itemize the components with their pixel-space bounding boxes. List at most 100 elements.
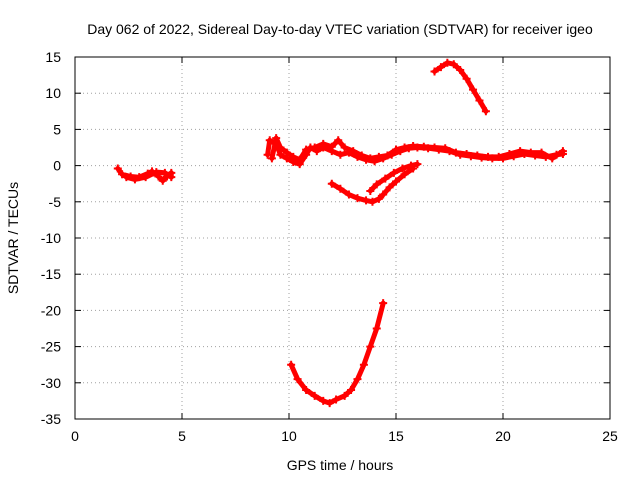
data-point <box>372 324 381 333</box>
data-point <box>295 155 304 164</box>
data-point <box>353 375 362 384</box>
data-point <box>451 148 460 157</box>
y-tick-label: -15 <box>41 266 61 282</box>
x-tick-label: 0 <box>71 428 79 444</box>
data-point <box>276 150 285 159</box>
y-tick-label: -35 <box>41 411 61 427</box>
data-point <box>381 174 390 183</box>
data-point <box>353 194 362 203</box>
data-point <box>158 176 167 185</box>
data-point <box>475 96 484 105</box>
y-tick-label: 5 <box>53 121 61 137</box>
data-point <box>336 184 345 193</box>
data-point <box>276 143 285 152</box>
data-point <box>419 142 428 151</box>
data-point <box>383 151 392 160</box>
data-point <box>349 147 358 156</box>
data-point <box>462 150 471 159</box>
data-point <box>118 170 127 179</box>
data-point <box>385 183 394 192</box>
data-point <box>357 151 366 160</box>
data-point <box>409 142 418 151</box>
x-tick-label: 5 <box>178 428 186 444</box>
data-point <box>334 136 343 145</box>
series-arc-2-upper <box>267 134 567 164</box>
data-point <box>392 145 400 154</box>
data-point <box>473 151 482 160</box>
data-point <box>265 136 274 145</box>
data-point <box>282 148 291 157</box>
data-point <box>340 391 349 400</box>
data-point <box>310 391 319 400</box>
data-point <box>389 168 398 177</box>
grid <box>75 57 610 419</box>
series-arc-4 <box>430 58 490 116</box>
data-point <box>336 150 345 159</box>
data-point <box>537 148 546 157</box>
y-tick-label: -25 <box>41 339 61 355</box>
series-arc-3-lower <box>366 160 422 195</box>
data-point <box>379 190 388 199</box>
x-axis-label: GPS time / hours <box>287 457 394 473</box>
y-tick-label: 10 <box>45 85 61 101</box>
y-tick-label: -30 <box>41 375 61 391</box>
data-point <box>469 85 478 94</box>
data-point <box>372 180 381 189</box>
data-point <box>319 139 328 148</box>
data-point <box>366 342 375 351</box>
y-tick-label: -20 <box>41 302 61 318</box>
data-point <box>481 107 490 116</box>
data-point <box>289 152 298 161</box>
data-point <box>400 170 409 179</box>
x-tick-label: 15 <box>388 428 404 444</box>
chart-title: Day 062 of 2022, Sidereal Day-to-day VTE… <box>87 21 593 37</box>
data-point <box>160 168 169 177</box>
data-point <box>302 145 311 154</box>
data-point <box>374 194 383 203</box>
data-point <box>340 143 349 152</box>
data-point <box>430 67 439 76</box>
data-point <box>374 152 383 161</box>
data-point <box>287 360 296 369</box>
data-point <box>167 173 176 182</box>
data-point <box>516 147 525 156</box>
data-point <box>413 160 422 169</box>
series-arc-1 <box>113 164 176 185</box>
x-tick-label: 20 <box>495 428 511 444</box>
data-point <box>113 164 122 173</box>
data-point <box>398 164 407 173</box>
data-point <box>362 196 371 205</box>
data-point <box>443 58 452 67</box>
data-point <box>558 147 567 156</box>
data-point <box>327 142 336 151</box>
data-point <box>344 190 353 199</box>
data-point <box>310 143 319 152</box>
y-tick-label: 0 <box>53 158 61 174</box>
data-point <box>548 154 557 163</box>
data-point <box>441 144 450 153</box>
data-series <box>113 58 567 408</box>
x-tick-label: 10 <box>281 428 297 444</box>
data-point <box>430 143 439 152</box>
data-point <box>456 66 465 75</box>
series-arc-3 <box>327 164 418 206</box>
data-point <box>302 386 311 395</box>
data-point <box>379 299 388 308</box>
data-point <box>272 134 281 143</box>
data-point <box>332 395 341 404</box>
data-point <box>526 148 535 157</box>
y-tick-label: -10 <box>41 230 61 246</box>
data-point <box>141 173 150 182</box>
data-point <box>505 150 514 159</box>
data-point <box>122 173 131 182</box>
series-line <box>269 135 566 163</box>
data-point <box>406 161 415 170</box>
x-tick-label: 25 <box>602 428 618 444</box>
data-point <box>130 175 139 184</box>
data-point <box>327 179 336 188</box>
data-point <box>366 154 375 163</box>
data-point <box>267 154 276 163</box>
y-tick-label: -5 <box>49 194 62 210</box>
